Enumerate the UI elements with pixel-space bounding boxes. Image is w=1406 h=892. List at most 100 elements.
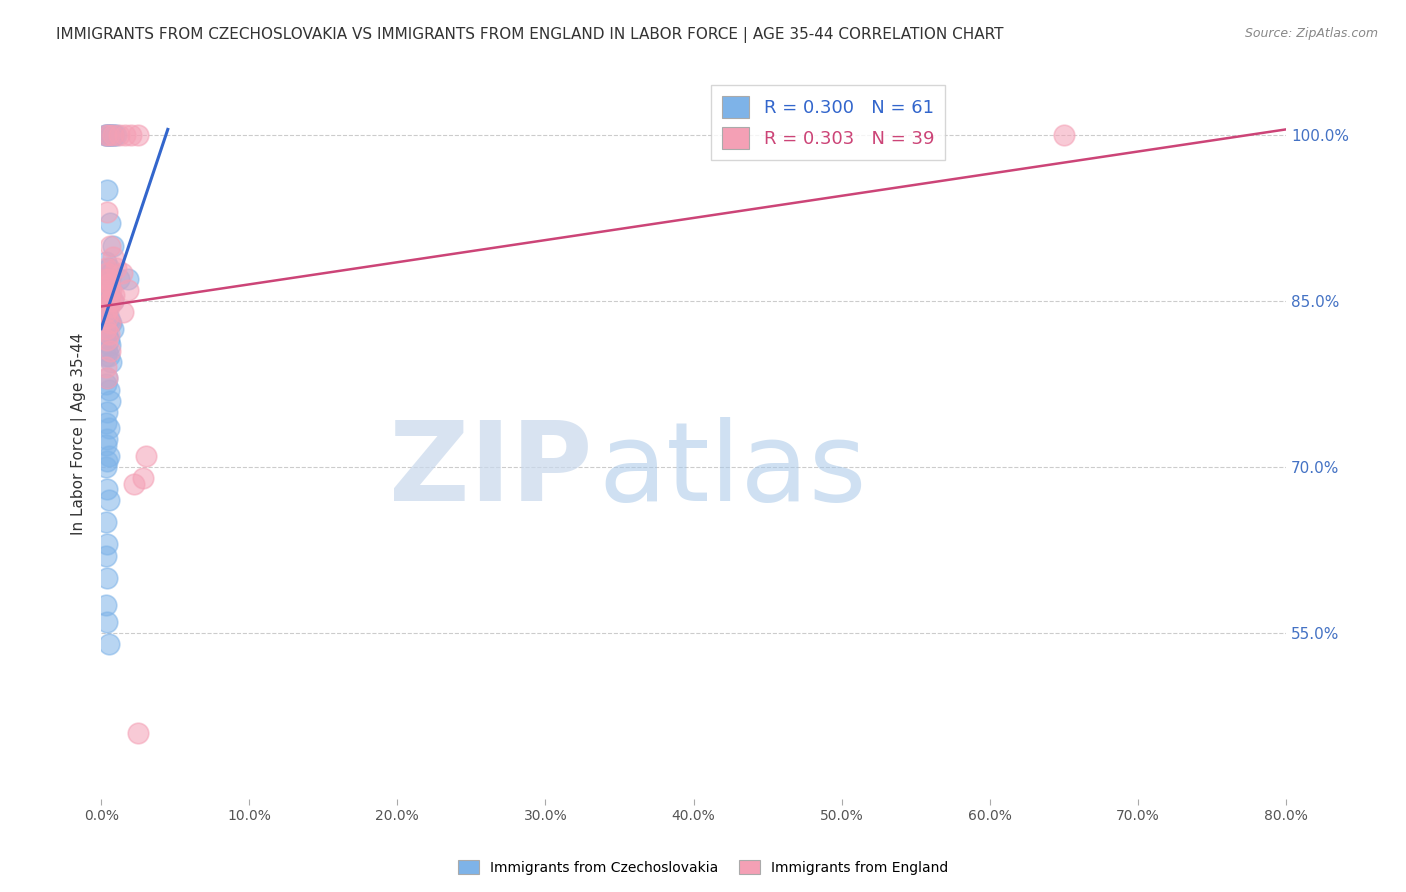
Point (100, 283, 122, 297)
Point (131, 471, 153, 485)
Point (97, 383, 120, 397)
Point (96, 183, 118, 197)
Text: ZIP: ZIP (389, 417, 593, 524)
Point (94, 416, 117, 430)
Point (100, 266, 122, 280)
Point (94, 460, 117, 475)
Point (96, 433, 118, 447)
Text: atlas: atlas (599, 417, 868, 524)
Point (97, 277, 120, 292)
Point (96, 305, 118, 319)
Point (117, 283, 139, 297)
Point (98, 128, 121, 142)
Point (96, 272, 118, 286)
Point (94, 300, 117, 314)
Point (96, 327, 118, 342)
Point (127, 725, 149, 739)
Point (108, 272, 131, 286)
Point (94, 349, 117, 363)
Point (96, 371, 118, 385)
Point (101, 250, 124, 264)
Point (97, 272, 120, 286)
Point (100, 316, 122, 330)
Point (94, 128, 117, 142)
Point (94, 128, 117, 142)
Point (96, 310, 118, 325)
Point (97, 449, 120, 463)
Point (1053, 128, 1076, 142)
Point (96, 371, 118, 385)
Point (101, 293, 124, 308)
Point (97, 128, 120, 142)
Point (103, 128, 125, 142)
Point (94, 321, 117, 335)
Point (97, 277, 120, 292)
Point (97, 637, 120, 651)
Point (98, 272, 121, 286)
Point (94, 283, 117, 297)
Point (101, 321, 124, 335)
Point (111, 266, 134, 280)
Point (101, 128, 124, 142)
Point (96, 333, 118, 347)
Y-axis label: In Labor Force | Age 35-44: In Labor Force | Age 35-44 (72, 333, 87, 535)
Point (96, 266, 118, 280)
Text: Source: ZipAtlas.com: Source: ZipAtlas.com (1244, 27, 1378, 40)
Point (120, 128, 142, 142)
Point (97, 349, 120, 363)
Point (98, 238, 121, 252)
Point (98, 293, 121, 308)
Point (96, 571, 118, 585)
Point (114, 128, 136, 142)
Point (101, 238, 124, 252)
Point (97, 327, 120, 342)
Point (94, 599, 117, 613)
Point (98, 217, 121, 231)
Point (98, 293, 121, 308)
Point (96, 615, 118, 629)
Legend: Immigrants from Czechoslovakia, Immigrants from England: Immigrants from Czechoslovakia, Immigran… (453, 855, 953, 880)
Point (97, 333, 120, 347)
Point (127, 128, 149, 142)
Point (96, 128, 118, 142)
Point (94, 321, 117, 335)
Point (96, 205, 118, 219)
Point (117, 272, 139, 286)
Point (94, 360, 117, 375)
Point (97, 300, 120, 314)
Point (97, 277, 120, 292)
Point (122, 476, 145, 491)
Point (96, 454, 118, 468)
Point (97, 421, 120, 435)
Point (98, 288, 121, 302)
Legend: R = 0.300   N = 61, R = 0.303   N = 39: R = 0.300 N = 61, R = 0.303 N = 39 (711, 85, 945, 160)
Point (94, 272, 117, 286)
Point (97, 260, 120, 275)
Point (98, 316, 121, 330)
Point (94, 128, 117, 142)
Point (96, 404, 118, 418)
Point (96, 343, 118, 358)
Point (97, 128, 120, 142)
Point (94, 516, 117, 530)
Point (94, 327, 117, 342)
Point (98, 338, 121, 352)
Point (101, 293, 124, 308)
Point (98, 316, 121, 330)
Point (94, 255, 117, 269)
Point (104, 260, 127, 275)
Point (100, 128, 122, 142)
Point (104, 128, 127, 142)
Point (112, 305, 135, 319)
Point (100, 355, 122, 369)
Point (94, 438, 117, 452)
Point (94, 260, 117, 275)
Point (97, 493, 120, 508)
Point (94, 376, 117, 391)
Point (97, 310, 120, 325)
Point (96, 482, 118, 496)
Point (135, 449, 157, 463)
Point (98, 343, 121, 358)
Point (98, 393, 121, 408)
Text: IMMIGRANTS FROM CZECHOSLOVAKIA VS IMMIGRANTS FROM ENGLAND IN LABOR FORCE | AGE 3: IMMIGRANTS FROM CZECHOSLOVAKIA VS IMMIGR… (56, 27, 1004, 43)
